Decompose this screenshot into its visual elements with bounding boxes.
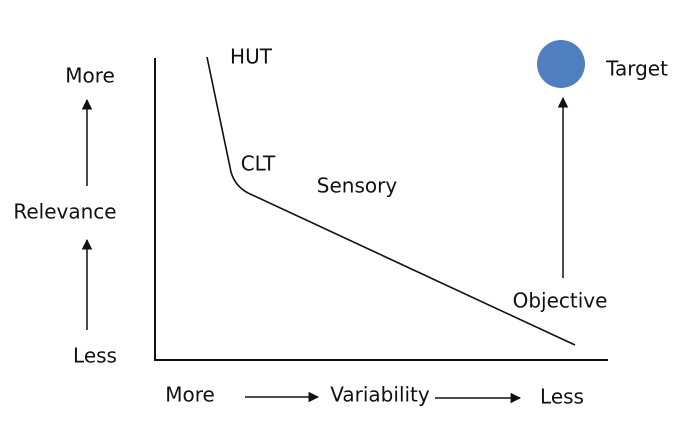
curve <box>206 56 576 346</box>
node-label: HUT <box>230 45 273 69</box>
y-top-label: More <box>65 64 115 88</box>
y-bottom-label: Less <box>73 344 117 368</box>
node-label: Objective <box>513 289 608 313</box>
node-label: Sensory <box>317 174 398 198</box>
target-circle <box>537 40 585 88</box>
node-label: CLT <box>241 152 276 176</box>
x-right-label: Less <box>540 385 584 409</box>
x-left-label: More <box>165 383 215 407</box>
y-axis-label: Relevance <box>13 200 116 224</box>
x-axis-label: Variability <box>330 383 430 407</box>
node-label: Target <box>605 57 668 81</box>
